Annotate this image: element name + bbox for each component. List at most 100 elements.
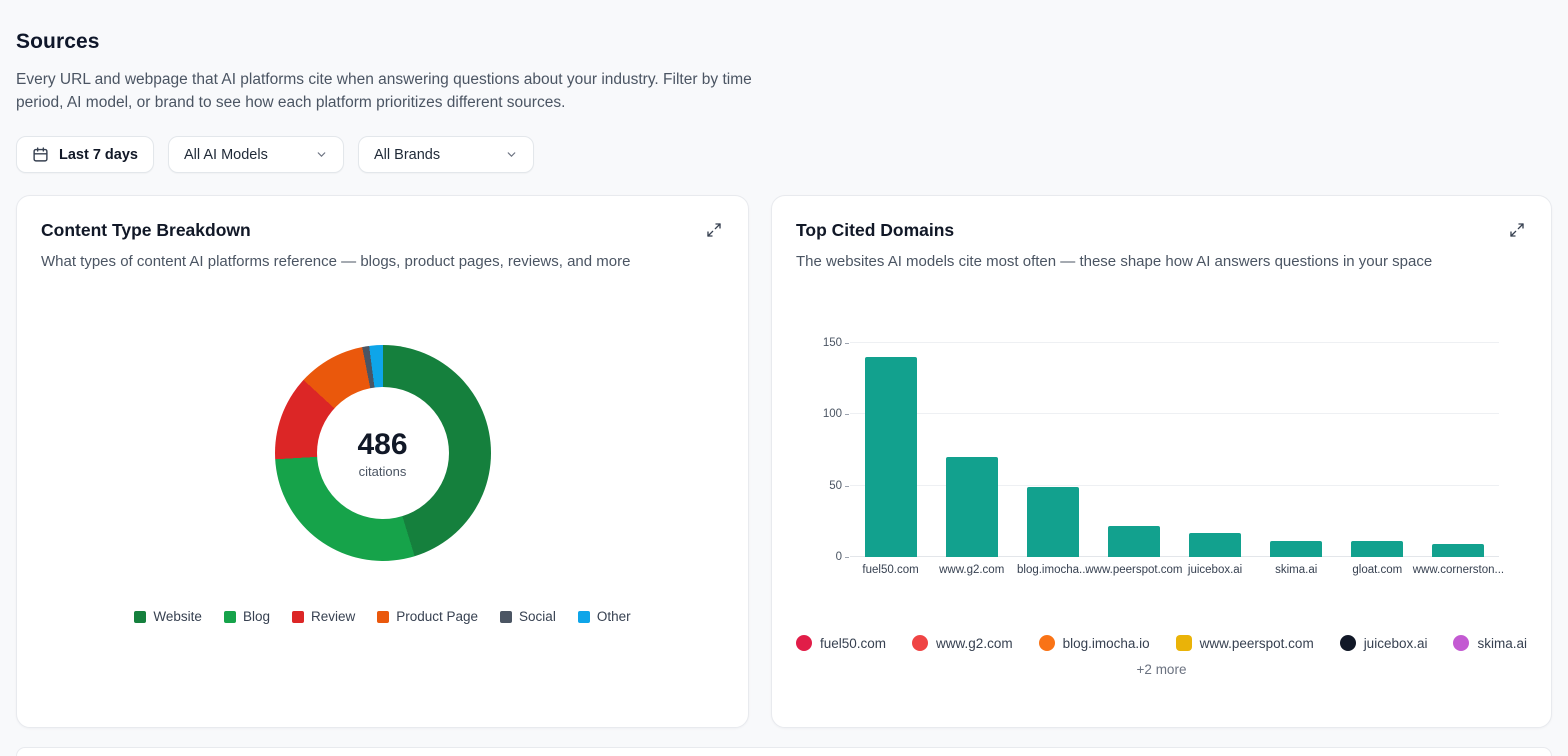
domain-chips: fuel50.com www.g2.com blog.imocha.io www.pe…	[796, 635, 1527, 651]
content-type-legend: Website Blog Review Product Page Social Other	[41, 609, 724, 624]
legend-swatch-icon	[291, 610, 304, 623]
expand-icon	[1509, 223, 1525, 241]
y-axis-tick: 150	[822, 337, 850, 349]
bar-y-axis: 0 50 100 150	[812, 337, 850, 563]
page-title: Sources	[16, 30, 100, 53]
bar-x-label: fuel50.com	[862, 564, 919, 576]
date-range-button[interactable]: Last 7 days	[16, 136, 154, 173]
bar-x-label: www.cornerston...	[1412, 564, 1505, 576]
legend-label: Product Page	[396, 609, 479, 624]
domain-chip-label: skima.ai	[1477, 635, 1527, 651]
expand-button[interactable]	[704, 220, 724, 240]
bar-column: www.cornerston...	[1413, 343, 1504, 576]
citations-total: 486	[357, 427, 408, 461]
bar[interactable]	[1351, 541, 1404, 557]
bar-series: fuel50.com www.g2.com blog.imocha... www.pe…	[850, 343, 1504, 576]
top-domains-card-subtitle: The websites AI models cite most often —…	[796, 253, 1433, 270]
bar-x-label: skima.ai	[1275, 564, 1318, 576]
filter-bar: Last 7 days All AI Models All Brands	[16, 136, 1552, 173]
legend-item[interactable]: Website	[134, 609, 202, 624]
domain-chip-label: www.peerspot.com	[1199, 635, 1314, 651]
gridline	[850, 413, 1499, 415]
calendar-icon	[32, 146, 49, 163]
y-axis-tick: 50	[829, 479, 849, 492]
legend-swatch-icon	[500, 610, 513, 623]
bar-x-label: gloat.com	[1352, 564, 1403, 576]
bar-x-label: www.g2.com	[939, 564, 1005, 576]
bar[interactable]	[1189, 532, 1242, 557]
gridline	[850, 484, 1499, 486]
bar-x-label: www.peerspot.com	[1085, 564, 1183, 576]
bar-column: juicebox.ai	[1175, 343, 1256, 576]
content-type-card: Content Type Breakdown What types of con…	[16, 195, 749, 728]
favicon-icon	[1339, 635, 1356, 651]
gridline	[850, 556, 1499, 557]
chevron-down-icon	[315, 148, 328, 161]
bar-x-label: blog.imocha...	[1017, 564, 1089, 576]
legend-label: Website	[153, 609, 202, 624]
ai-model-select[interactable]: All AI Models	[168, 136, 344, 173]
favicon-icon	[912, 635, 929, 651]
bar[interactable]	[1270, 541, 1323, 557]
bar-column: fuel50.com	[850, 343, 931, 576]
top-domains-card-title: Top Cited Domains	[796, 220, 955, 240]
legend-item[interactable]: Blog	[223, 609, 270, 624]
bar-column: www.g2.com	[931, 343, 1012, 576]
brand-select[interactable]: All Brands	[358, 136, 534, 173]
citations-label: citations	[358, 463, 407, 479]
domain-chip[interactable]: blog.imocha.io	[1038, 635, 1150, 651]
more-domains-label[interactable]: +2 more	[1136, 662, 1187, 677]
ai-model-select-value: All AI Models	[184, 146, 268, 163]
page-description: Every URL and webpage that AI platforms …	[16, 71, 752, 111]
content-type-card-subtitle: What types of content AI platforms refer…	[41, 253, 631, 270]
legend-label: Social	[519, 609, 556, 624]
bar-plot: fuel50.com www.g2.com blog.imocha... www.pe…	[850, 342, 1504, 576]
favicon-icon	[1453, 635, 1470, 651]
domain-chip[interactable]: juicebox.ai	[1339, 635, 1428, 651]
bar-x-label: juicebox.ai	[1187, 564, 1243, 576]
bar[interactable]	[1432, 544, 1485, 557]
bar[interactable]	[1026, 487, 1079, 557]
expand-button[interactable]	[1507, 220, 1527, 240]
domain-chip-label: www.g2.com	[936, 635, 1013, 651]
bar-column: gloat.com	[1337, 343, 1418, 576]
legend-label: Blog	[242, 609, 270, 624]
domain-chip[interactable]: skima.ai	[1453, 635, 1527, 651]
legend-item[interactable]: Social	[500, 609, 556, 624]
domain-chip[interactable]: fuel50.com	[796, 635, 886, 651]
legend-swatch-icon	[223, 610, 236, 623]
favicon-icon	[796, 635, 812, 651]
brand-select-value: All Brands	[374, 146, 441, 163]
domain-chip-label: fuel50.com	[820, 635, 887, 651]
favicon-icon	[1038, 635, 1055, 651]
legend-item[interactable]: Product Page	[377, 609, 478, 624]
bar-column: skima.ai	[1256, 343, 1337, 576]
y-axis-tick: 0	[835, 551, 850, 563]
donut-center: 486 citations	[316, 387, 449, 519]
y-axis-tick: 100	[822, 408, 850, 421]
content-type-card-title: Content Type Breakdown	[41, 220, 251, 240]
next-card-peek	[16, 747, 1552, 756]
gridline	[850, 342, 1499, 343]
legend-item[interactable]: Other	[577, 609, 631, 624]
donut-chart[interactable]: 486 citations	[274, 345, 491, 561]
cards-row: Content Type Breakdown What types of con…	[16, 195, 1552, 728]
bar-column: www.peerspot.com	[1085, 343, 1183, 576]
bar[interactable]	[1107, 525, 1160, 557]
bar-column: blog.imocha...	[1012, 343, 1093, 576]
date-range-label: Last 7 days	[59, 146, 138, 163]
domain-chip[interactable]: www.peerspot.com	[1175, 635, 1314, 651]
legend-item[interactable]: Review	[291, 609, 356, 624]
bar[interactable]	[945, 457, 998, 557]
bar-chart: 0 50 100 150 fuel50.com www.g2.com blog.imoch…	[796, 337, 1527, 576]
bar[interactable]	[864, 357, 917, 557]
expand-icon	[706, 223, 722, 241]
domain-chip[interactable]: www.g2.com	[912, 635, 1013, 651]
legend-label: Other	[596, 609, 631, 624]
legend-label: Review	[310, 609, 356, 624]
legend-swatch-icon	[134, 610, 147, 623]
legend-swatch-icon	[377, 610, 390, 623]
domain-chip-label: juicebox.ai	[1363, 635, 1428, 651]
top-domains-card: Top Cited Domains The websites AI models…	[771, 195, 1552, 728]
